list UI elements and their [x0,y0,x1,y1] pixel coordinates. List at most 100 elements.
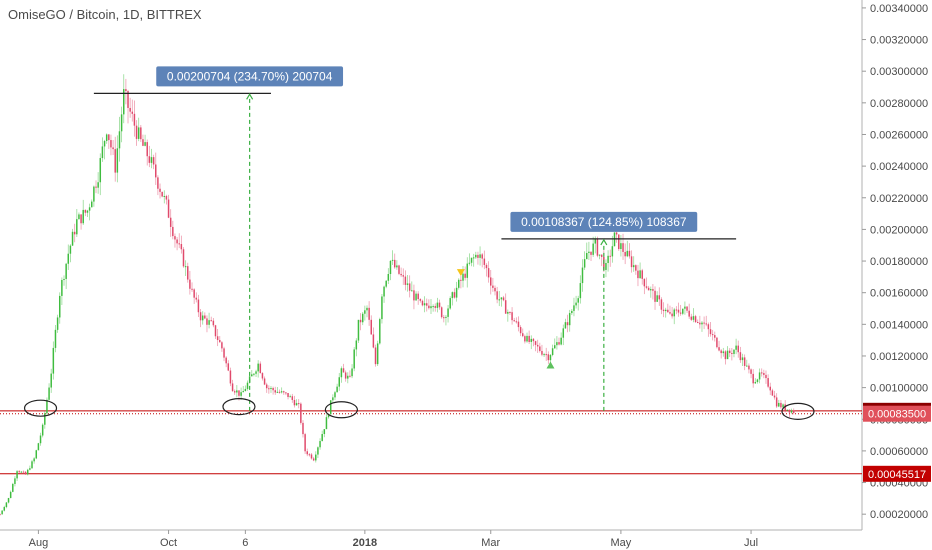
candle-body [630,256,633,268]
candle-body [615,232,618,235]
candle-body [312,458,315,461]
candle-body [253,373,255,375]
candle-body [206,318,208,325]
candle-body [257,363,259,372]
candle-body [35,450,38,459]
candle-body [31,461,33,469]
candle-body [78,214,80,220]
candle-body [756,379,759,383]
candle-body [592,243,594,255]
candle-body [50,373,52,388]
candle-body [287,392,289,397]
candle-body [641,270,643,279]
candle-body [101,146,104,159]
candle-body [489,277,492,286]
candle-body [568,313,571,326]
candle-body [293,399,296,406]
candle-body [726,350,729,360]
candle-body [778,402,780,407]
y-tick-label: 0.00180000 [870,256,928,268]
candle-body [551,348,554,355]
candle-body [99,158,102,183]
candle-body [652,289,654,291]
candle-body [9,491,12,499]
candle-body [344,372,347,379]
candle-body [37,443,40,451]
candle-body [408,283,411,291]
x-tick-label: Mar [481,537,500,549]
candle-body [155,164,157,178]
candle-body [204,315,206,319]
candle-body [496,291,498,300]
candle-body [125,89,127,92]
candle-body [539,346,541,351]
candle-body [120,114,123,132]
candle-body [675,309,678,311]
candle-body [157,177,159,189]
candle-body [182,249,185,267]
y-tick-label: 0.00240000 [870,161,928,173]
candle-body [754,382,757,384]
x-tick-label: Oct [160,537,177,549]
chart-title: OmiseGO / Bitcoin, 1D, BITTREX [8,7,202,22]
candle-body [336,386,338,393]
candle-body [5,502,8,508]
candle-body [658,295,661,300]
candle-body [191,288,193,290]
y-tick-label: 0.00340000 [870,3,928,15]
candle-body [304,434,306,452]
candle-body [773,395,776,398]
candle-body [440,307,443,318]
candle-body [720,350,722,354]
candle-body [579,283,582,299]
candle-body [295,403,298,406]
candle-body [297,403,300,405]
candle-body [588,251,590,254]
candle-body [443,317,445,319]
candle-body [767,378,769,387]
candle-body [406,283,409,285]
candle-body [187,266,189,280]
candle-body [105,134,108,142]
candle-body [466,263,469,278]
candle-body [189,279,191,289]
candle-body [236,390,238,393]
candle-body [688,310,690,317]
candle-body [242,391,244,393]
candle-body [741,357,744,361]
candle-body [573,305,575,311]
candle-body [699,322,701,325]
price-tag-box [863,465,931,482]
candle-body [225,357,227,364]
candle-body [163,195,166,197]
candle-body [481,254,483,259]
candle-body [586,253,588,260]
candle-body [210,320,212,322]
candle-body [231,383,234,392]
candle-body [728,350,731,353]
candle-body [660,299,663,310]
candle-body [355,340,358,350]
y-tick-label: 0.00200000 [870,224,928,236]
candle-body [127,91,129,108]
candle-body [556,342,558,346]
candle-body [379,319,381,344]
measure-arrow-icon [246,93,254,100]
candle-body [618,234,620,250]
candle-body [39,435,42,444]
candle-body [244,388,247,392]
candle-body [283,391,285,393]
candle-body [543,354,545,356]
candle-body [694,316,697,323]
candle-body [598,254,601,256]
candle-body [449,298,451,309]
price-tag-box [863,405,931,422]
candle-body [703,322,705,324]
candle-body [302,422,304,435]
candle-body [73,231,76,235]
candle-body [172,226,174,237]
candle-body [673,309,675,317]
candle-body [549,354,552,361]
